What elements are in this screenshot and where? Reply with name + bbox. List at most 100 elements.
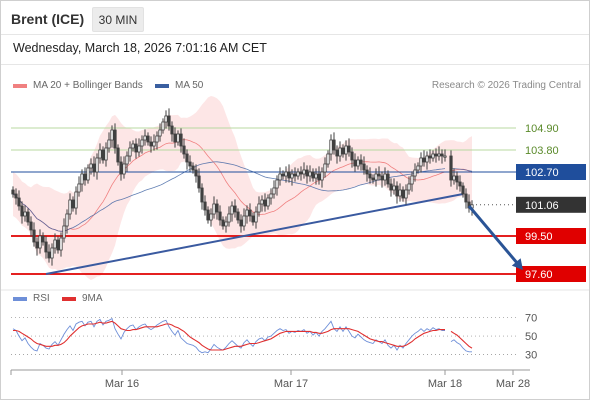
candle-body [173,133,177,143]
candle-body [41,235,45,243]
forecast-arrow-head [511,258,523,270]
candle-body [155,135,159,143]
candle-body [113,129,117,149]
header-divider [1,34,589,35]
candle-body [293,173,297,177]
legend-rsi-label: RSI [33,293,50,304]
candle-body [407,183,411,191]
candle-body [428,155,432,159]
level-box-102.70 [516,164,586,180]
legend-ma20-bb-label: MA 20 + Bollinger Bands [33,80,143,91]
forecast-arrow-shaft [467,205,519,265]
candle-body [62,225,66,239]
candle-body [305,169,309,177]
candle-body [302,169,306,175]
candle-body [149,141,153,147]
candle-body [188,161,192,167]
candle-body [203,201,207,211]
candle-body [176,133,180,143]
legend-rsi: RSI [13,293,50,304]
rsi-tick-30: 30 [525,350,537,362]
candle-body [260,199,264,205]
candle-body [317,173,321,181]
level-label-97.60: 97.60 [525,269,553,281]
candle-body [170,125,174,135]
candle-body [266,197,270,207]
candle-body [98,149,102,159]
candle-body [248,209,252,217]
candle-body [284,171,288,177]
candle-body [206,209,210,221]
candle-body [329,139,333,155]
candle-body [11,189,15,195]
candle-body [278,173,282,181]
candle-body [464,193,468,203]
candle-body [77,183,81,193]
candle-body [251,215,255,223]
candle-body [332,139,336,151]
rsi-tick-70: 70 [525,313,537,325]
legend-ma50: MA 50 [155,80,203,91]
x-tick-label: Mar 28 [496,378,530,390]
candle-body [257,203,261,213]
candle-body [29,221,33,231]
legend-ma50-label: MA 50 [175,80,204,91]
candle-body [416,165,420,171]
candle-body [254,211,258,223]
candle-body [455,175,459,183]
candle-body [122,163,126,175]
candle-body [275,179,279,189]
candle-body [44,241,48,253]
candle-body [374,173,378,181]
candle-body [161,121,165,131]
candle-body [137,145,141,153]
level-box-99.50 [516,228,586,244]
candle-body [128,147,132,157]
candle-body [371,177,375,181]
candle-body [140,139,144,147]
candle-body [92,163,96,173]
ma50-swatch [155,83,169,88]
candle-body [287,171,291,179]
candle-body [419,157,423,167]
datetime-label: Wednesday, March 18, 2026 7:01:16 AM CET [13,41,267,55]
candle-body [356,159,360,167]
candle-body [245,209,249,217]
x-tick-label: Mar 16 [105,378,139,390]
timeframe-button[interactable]: 30 MIN [92,7,144,32]
candle-body [347,145,351,153]
candle-body [83,173,87,181]
candle-body [398,189,402,197]
candle-body [341,147,345,155]
candle-body [290,173,294,179]
candle-body [323,163,327,173]
candle-body [299,171,303,175]
subheader-divider [1,64,589,65]
candle-body [452,175,456,181]
candle-body [344,145,348,155]
candle-body [59,237,63,251]
candle-body [125,155,129,165]
candle-body [377,173,381,177]
candle-body [281,173,285,177]
candle-body [425,155,429,163]
bollinger-band-area [13,95,472,280]
current-price-box [516,196,586,213]
candle-body [380,175,384,181]
rsi-ma-swatch [62,296,76,301]
candle-body [395,185,399,197]
candle-body [110,129,114,141]
candle-body [458,181,462,187]
candle-body [143,135,147,141]
candle-body [263,199,267,207]
level-label-103.80: 103.80 [525,145,559,157]
candle-body [23,211,27,217]
candle-body [338,147,342,157]
candle-body [434,153,438,157]
candle-body [443,155,447,158]
candle-body [74,191,78,209]
candle-body [26,211,30,223]
candle-body [401,189,405,199]
candle-body [215,203,219,213]
